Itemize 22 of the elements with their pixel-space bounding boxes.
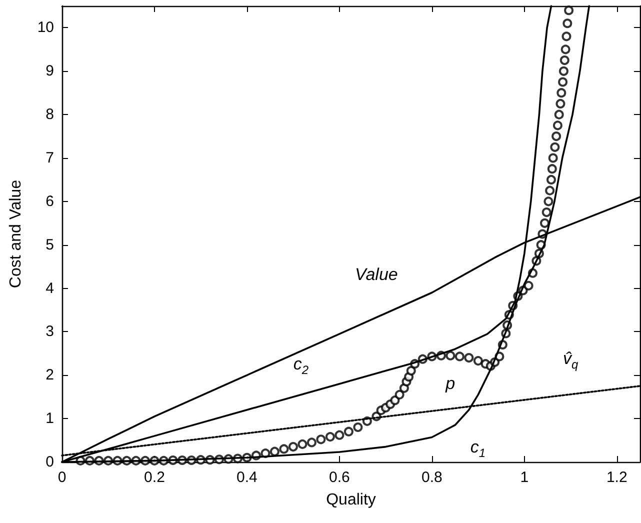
y-tick-label: 10 xyxy=(37,19,54,36)
x-tick-label: 1 xyxy=(520,469,529,486)
y-tick-label: 3 xyxy=(46,323,54,340)
y-tick-label: 0 xyxy=(46,454,54,470)
x-tick-label: 0.8 xyxy=(421,469,442,486)
y-tick-label: 9 xyxy=(46,62,54,80)
y-tick-label: 4 xyxy=(46,280,54,297)
x-tick-label: 0 xyxy=(58,469,66,486)
y-tick-label: 5 xyxy=(46,236,54,254)
y-tick-label: 7 xyxy=(46,150,54,166)
x-tick-label: 1.2 xyxy=(606,469,628,486)
x-tick-label: 0.2 xyxy=(144,469,165,486)
y-tick-label: 6 xyxy=(46,192,54,210)
annotation: Value xyxy=(355,265,398,284)
x-tick-label: 0.6 xyxy=(329,469,350,486)
annotation: p xyxy=(444,374,456,394)
y-tick-label: 2 xyxy=(46,366,54,384)
y-tick-label: 1 xyxy=(46,410,54,428)
y-axis-title: Cost and Value xyxy=(8,180,24,288)
x-axis-title: Quality xyxy=(326,492,376,508)
y-tick-label: 8 xyxy=(46,106,54,124)
x-tick-label: 0.4 xyxy=(236,469,258,486)
